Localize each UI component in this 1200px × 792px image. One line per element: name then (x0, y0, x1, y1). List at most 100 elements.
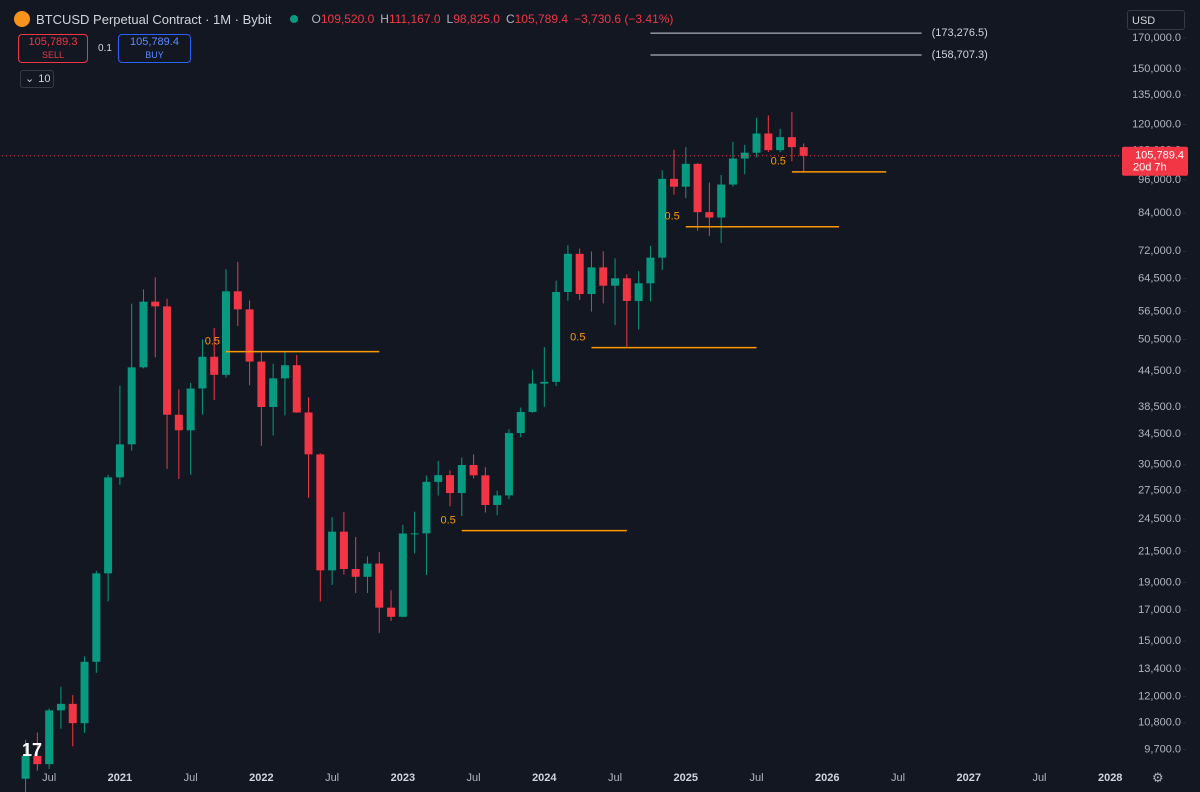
y-tick-label: 19,000.0 (1138, 576, 1181, 588)
y-tick-label: 150,000.0 (1132, 63, 1181, 75)
x-tick-label: 2022 (249, 772, 273, 784)
sell-price: 105,789.3 (28, 36, 78, 48)
ohlc-value: 111,167.0 (388, 12, 441, 26)
fib-label: 0.5 (205, 336, 220, 348)
candle-body (681, 163, 690, 187)
y-tick-label: 21,500.0 (1138, 546, 1181, 558)
x-tick-label: Jul (1032, 772, 1046, 784)
x-tick-label: 2024 (532, 772, 557, 784)
y-tick-label: 34,500.0 (1138, 428, 1181, 440)
y-tick-label: 44,500.0 (1138, 365, 1181, 377)
candle-body (611, 278, 620, 286)
candle-body (163, 306, 172, 415)
candle-body (339, 531, 348, 569)
candle-body (398, 533, 407, 617)
candle-body (280, 365, 289, 379)
candle-body (504, 433, 513, 496)
y-tick-label: 170,000.0 (1132, 32, 1181, 44)
candle-body (198, 356, 207, 389)
fib-label: 0.5 (664, 211, 679, 223)
y-tick-label: 72,000.0 (1138, 245, 1181, 257)
y-tick-label: 50,500.0 (1138, 333, 1181, 345)
candle-body (245, 309, 254, 362)
candle-body (56, 703, 65, 711)
candle-body (410, 533, 419, 535)
candle-body (728, 158, 737, 185)
ohlc-key: H (380, 12, 389, 26)
fib-label: 0.5 (771, 156, 786, 168)
symbol-icon (14, 11, 30, 27)
candle-body (434, 475, 443, 482)
countdown: 20d 7h (1133, 162, 1167, 174)
candle-body (469, 464, 478, 476)
candle-body (328, 531, 337, 571)
settings-icon[interactable]: ⚙ (1152, 770, 1164, 785)
ohlc-key: L (446, 12, 454, 26)
candle-body (292, 365, 301, 413)
candle-body (693, 163, 702, 213)
candle-body (446, 475, 454, 494)
change: −3,730.6 (−3.41%) (574, 12, 674, 26)
candle-body (257, 361, 266, 408)
candle-body (622, 278, 631, 301)
candle-body (552, 292, 561, 382)
candle-body (658, 178, 667, 258)
buy-price: 105,789.4 (130, 36, 179, 48)
ohlc-value: 105,789.4 (514, 12, 569, 26)
candle-body (717, 184, 726, 218)
candle-body (787, 137, 796, 148)
candle-body (92, 573, 101, 662)
fib-label: 0.5 (440, 515, 455, 527)
x-tick-label: Jul (467, 772, 481, 784)
candle-body (422, 481, 431, 534)
candle-body (705, 212, 714, 218)
candle-body (68, 703, 77, 724)
currency-select[interactable]: USD (1127, 10, 1185, 30)
candle-body (363, 563, 372, 577)
buy-button[interactable]: 105,789.4 BUY (118, 34, 191, 63)
candle-body (269, 378, 278, 408)
candle-body (764, 133, 773, 151)
indicators-toggle[interactable]: ⌄ 10 (20, 70, 54, 88)
candle-body (646, 257, 655, 284)
y-tick-label: 12,000.0 (1138, 690, 1181, 702)
candle-body (33, 755, 42, 765)
ohlc: O109,520.0 H111,167.0 L98,825.0 C105,789.4 (312, 12, 568, 26)
candle-body (45, 710, 54, 765)
candle-body (233, 291, 242, 310)
candle-body (540, 381, 549, 384)
candle-body (316, 454, 325, 571)
y-tick-label: 24,500.0 (1138, 513, 1181, 525)
candle-body (599, 267, 608, 286)
logo: 17 (22, 740, 43, 760)
legend: BTCUSD Perpetual Contract · 1M · Bybit O… (14, 11, 673, 27)
x-tick-label: 2023 (391, 772, 415, 784)
ohlc-item: C105,789.4 (506, 12, 568, 26)
y-tick-label: 38,500.0 (1138, 401, 1181, 413)
candle-body (186, 388, 195, 431)
sell-button[interactable]: 105,789.3 SELL (18, 34, 88, 63)
candle-body (304, 412, 313, 455)
candle-body (351, 568, 360, 577)
x-tick-label: 2027 (956, 772, 980, 784)
x-tick-label: Jul (325, 772, 339, 784)
x-tick-label: 2021 (108, 772, 132, 784)
sell-label: SELL (41, 50, 65, 60)
candle-body (740, 152, 749, 159)
candle-body (222, 291, 230, 375)
y-tick-label: 13,400.0 (1138, 663, 1181, 675)
x-tick-label: Jul (184, 772, 198, 784)
ohlc-item: H111,167.0 (380, 12, 440, 26)
symbol[interactable]: BTCUSD Perpetual Contract · 1M · Bybit (36, 11, 272, 27)
x-tick-label: 2028 (1098, 772, 1122, 784)
price-line-label: (173,276.5) (932, 27, 988, 39)
indicator-count: 10 (38, 73, 51, 85)
x-tick-label: Jul (749, 772, 763, 784)
y-tick-label: 64,500.0 (1138, 273, 1181, 285)
candle-body (587, 267, 596, 295)
candle-body (127, 367, 136, 445)
ohlc-key: O (311, 12, 321, 26)
candle-body (528, 383, 537, 412)
candle-body (776, 137, 785, 151)
